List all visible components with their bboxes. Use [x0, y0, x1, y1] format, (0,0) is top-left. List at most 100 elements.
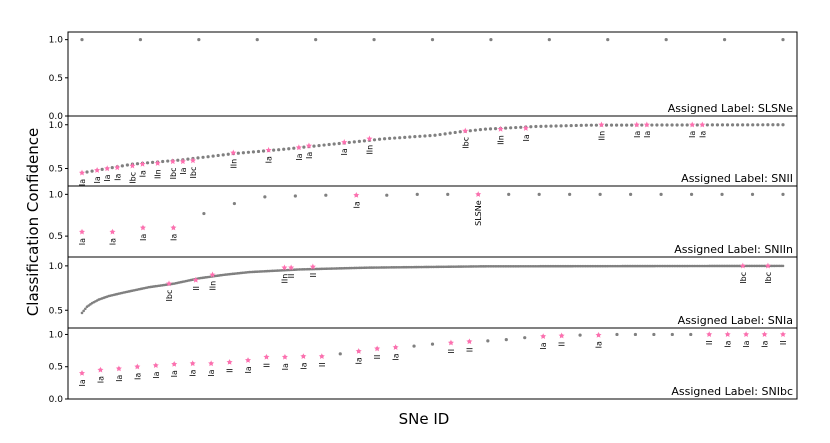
data-point — [620, 123, 624, 127]
panel-label: Assigned Label: SNIIn — [674, 243, 793, 256]
data-point — [781, 123, 785, 127]
data-point — [314, 38, 318, 42]
data-point — [293, 194, 297, 198]
data-point — [486, 339, 490, 343]
y-tick-label: 1.0 — [49, 330, 64, 340]
star-annotation: Ia — [295, 153, 304, 160]
data-point — [255, 38, 259, 42]
data-point — [547, 38, 551, 42]
star-annotation: II — [226, 368, 235, 373]
misclassified-star — [170, 224, 177, 231]
star-annotation: Ia — [189, 369, 198, 376]
data-point — [202, 211, 206, 216]
data-point — [715, 123, 720, 127]
misclassified-star — [497, 125, 504, 132]
panel-label: Assigned Label: SLSNe — [668, 102, 793, 115]
star-annotation: Ia — [139, 234, 148, 241]
misclassified-star — [78, 369, 86, 376]
star-annotation: Ibc — [128, 172, 137, 184]
data-point — [256, 149, 261, 154]
y-tick-label: 1.0 — [49, 190, 64, 200]
data-point — [80, 38, 84, 42]
star-annotation: Ia — [724, 340, 733, 347]
data-point — [574, 123, 578, 128]
star-annotation: II — [465, 348, 474, 353]
star-annotation: IIn — [154, 169, 163, 179]
data-point — [352, 140, 356, 144]
misclassified-star — [244, 357, 252, 363]
data-point — [650, 123, 654, 127]
data-point — [559, 124, 563, 128]
data-point — [670, 123, 674, 127]
data-point — [761, 123, 765, 127]
data-point — [186, 157, 190, 161]
misclassified-star — [699, 121, 706, 128]
data-point — [537, 192, 541, 196]
data-point — [720, 192, 724, 196]
data-point — [277, 148, 281, 152]
star-annotation: II — [558, 342, 567, 347]
data-point — [176, 158, 180, 162]
panel-4: 1.0 0.5 0.0 Ia Ia Ia Ia Ia Ia Ia Ia II Ia II Ia Ia II Ia I… — [49, 327, 798, 405]
misclassified-star — [189, 360, 196, 367]
data-point — [413, 135, 417, 139]
star-annotation: Ia — [78, 379, 87, 386]
data-point — [781, 264, 785, 268]
misclassified-star — [78, 228, 86, 235]
star-annotation: IIn — [229, 159, 238, 169]
star-annotation: SLSNe — [474, 200, 483, 226]
data-point — [385, 193, 389, 197]
data-point — [443, 132, 447, 136]
misclassified-star — [558, 332, 565, 339]
data-point — [135, 162, 140, 166]
y-tick-label: 0.0 — [49, 112, 64, 122]
data-point — [568, 192, 572, 196]
star-annotation: Ibc — [189, 167, 198, 179]
misclassified-star — [355, 348, 362, 354]
misclassified-star — [724, 331, 731, 338]
misclassified-star — [462, 127, 469, 134]
data-point — [680, 123, 684, 127]
data-point — [664, 38, 668, 42]
data-point — [509, 126, 513, 130]
data-point — [771, 123, 775, 127]
x-axis-title: SNe ID — [399, 410, 450, 428]
data-point — [507, 192, 511, 196]
data-point — [332, 142, 336, 146]
data-point — [554, 124, 558, 128]
star-annotation: Ia — [688, 131, 697, 138]
star-annotation: Ia — [103, 174, 112, 181]
misclassified-star — [318, 353, 325, 359]
data-point — [415, 192, 419, 196]
star-annotation: Ia — [152, 371, 161, 378]
data-point — [609, 123, 614, 127]
data-point — [430, 38, 435, 42]
star-annotation: IIn — [497, 135, 506, 145]
data-point — [110, 166, 114, 170]
star-annotation: Ia — [539, 342, 548, 349]
data-point — [382, 137, 387, 141]
data-point — [633, 332, 638, 337]
misclassified-star — [139, 160, 146, 167]
y-tick-label: 0.5 — [49, 306, 63, 316]
star-annotation: II — [192, 286, 201, 291]
y-tick-label: 1.0 — [49, 36, 64, 46]
data-point — [458, 130, 462, 134]
data-point — [246, 150, 251, 154]
data-point — [337, 141, 341, 146]
misclassified-star — [192, 276, 199, 283]
data-point — [428, 134, 432, 138]
panel-frame — [67, 327, 798, 400]
misclassified-star — [341, 139, 348, 145]
misclassified-star — [779, 331, 787, 338]
data-point — [324, 193, 328, 197]
misclassified-star — [152, 362, 159, 369]
misclassified-star — [226, 359, 233, 365]
data-point — [665, 123, 669, 127]
data-point — [579, 123, 583, 127]
star-annotation: IIn — [209, 281, 218, 291]
data-point — [722, 38, 727, 42]
data-point — [675, 123, 679, 127]
